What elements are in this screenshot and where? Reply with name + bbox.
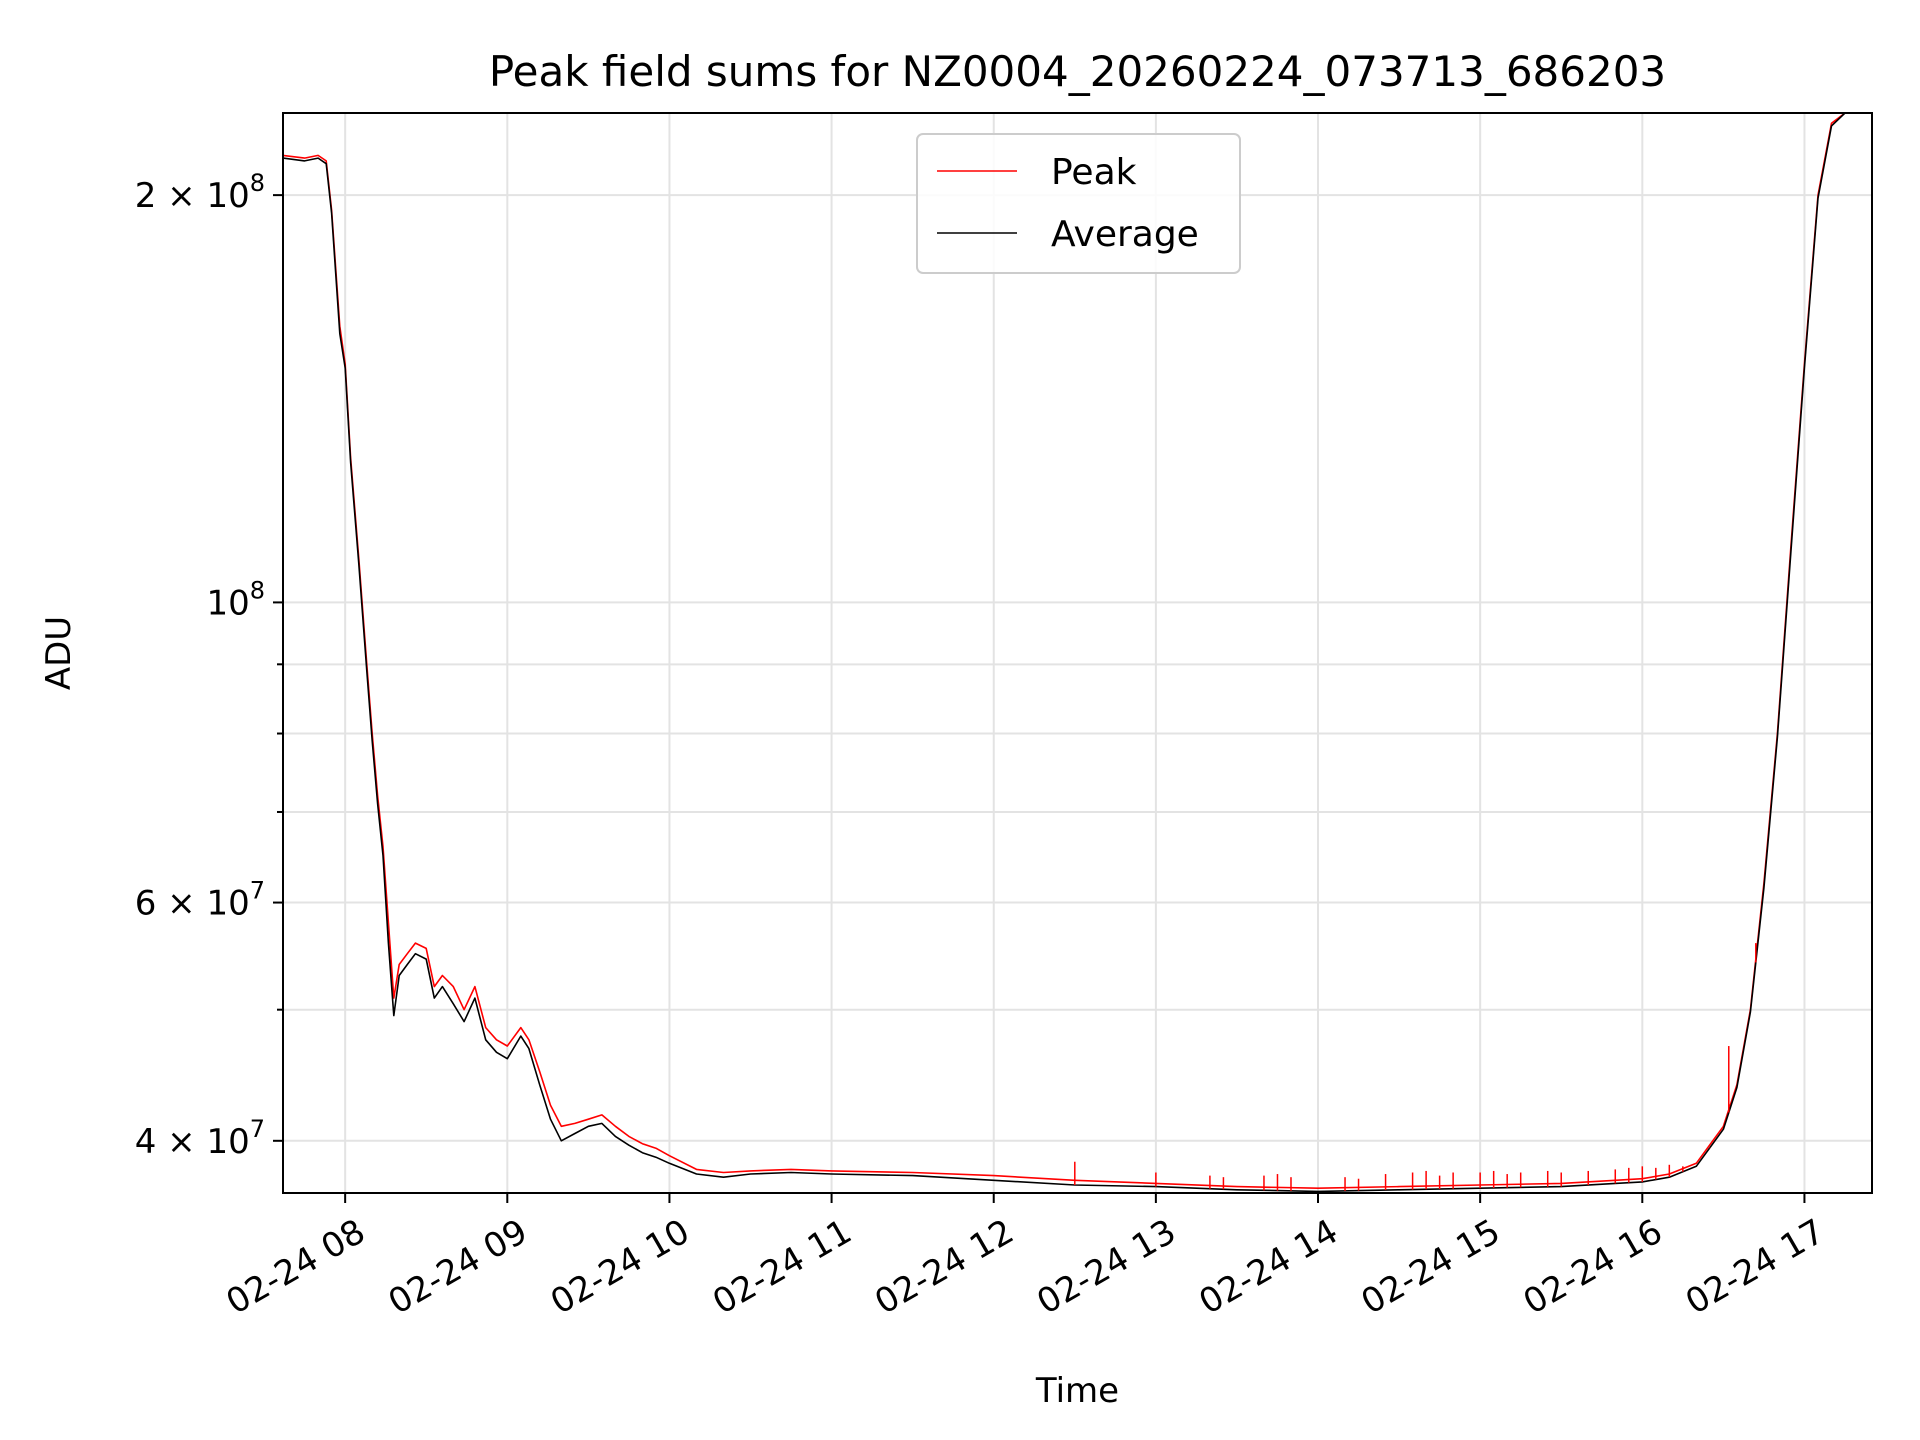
y-tick-label: 6 × 107 bbox=[135, 877, 265, 924]
plot-frame bbox=[282, 112, 1873, 1194]
legend-box bbox=[916, 133, 1241, 274]
plot-series bbox=[283, 113, 1872, 1193]
y-axis-label: ADU bbox=[39, 616, 79, 690]
legend-label-average: Average bbox=[1051, 214, 1199, 255]
y-tick-label: 108 bbox=[206, 576, 265, 623]
legend-label-peak: Peak bbox=[1051, 152, 1137, 193]
series-line-peak bbox=[283, 113, 1872, 1189]
chart-title: Peak field sums for NZ0004_20260224_0737… bbox=[489, 47, 1666, 96]
y-tick-label: 4 × 107 bbox=[135, 1115, 265, 1162]
legend: Peak Average bbox=[916, 133, 1241, 274]
series-line-average bbox=[283, 113, 1872, 1193]
x-axis-label: Time bbox=[1035, 1371, 1119, 1411]
y-tick-label: 2 × 108 bbox=[135, 169, 265, 216]
